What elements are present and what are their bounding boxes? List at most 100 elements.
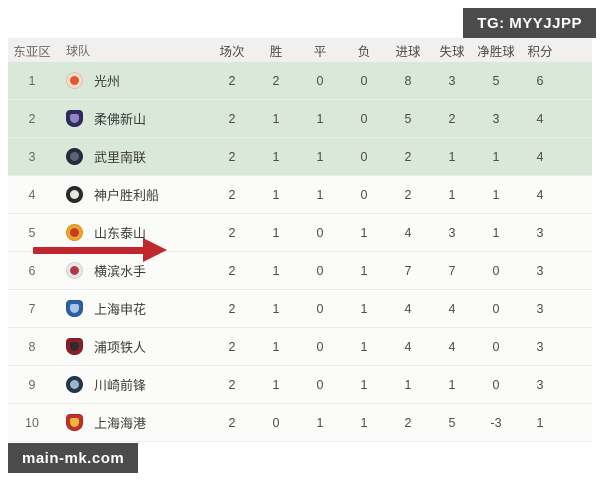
- points-cell: 4: [536, 187, 544, 202]
- header-wins: 胜: [269, 44, 283, 59]
- telegram-watermark-badge: TG: MYYJJPP: [463, 8, 596, 38]
- team-cell[interactable]: 光州: [56, 71, 210, 90]
- team-name: 浦项铁人: [94, 340, 147, 355]
- rank-cell: 6: [28, 263, 36, 278]
- goals-against-cell: 3: [448, 73, 456, 88]
- goal-diff-cell: 0: [492, 339, 500, 354]
- table-row[interactable]: 6 横滨水手 2 1 0 1 7 7 0 3: [8, 252, 592, 290]
- team-cell[interactable]: 横滨水手: [56, 261, 210, 280]
- draws-cell: 0: [316, 377, 324, 392]
- points-cell: 1: [536, 415, 544, 430]
- losses-cell: 0: [360, 149, 368, 164]
- goal-diff-cell: 0: [492, 377, 500, 392]
- wins-cell: 1: [272, 339, 280, 354]
- goal-diff-cell: 1: [492, 225, 500, 240]
- wins-cell: 0: [272, 415, 280, 430]
- team-cell[interactable]: 浦项铁人: [56, 337, 210, 356]
- team-crest-icon: [66, 414, 83, 431]
- table-row[interactable]: 7 上海申花 2 1 0 1 4 4 0 3: [8, 290, 592, 328]
- points-cell: 3: [536, 377, 544, 392]
- wins-cell: 1: [272, 225, 280, 240]
- rank-cell: 4: [28, 187, 36, 202]
- goals-against-cell: 2: [448, 111, 456, 126]
- played-cell: 2: [228, 149, 236, 164]
- table-row[interactable]: 4 神户胜利船 2 1 1 0 2 1 1 4: [8, 176, 592, 214]
- goals-against-cell: 3: [448, 225, 456, 240]
- goals-against-cell: 7: [448, 263, 456, 278]
- rank-cell: 7: [28, 301, 36, 316]
- header-goals-against: 失球: [439, 44, 465, 59]
- header-goal-diff: 净胜球: [477, 44, 515, 59]
- wins-cell: 1: [272, 301, 280, 316]
- goals-against-cell: 4: [448, 301, 456, 316]
- team-cell[interactable]: 柔佛新山: [56, 109, 210, 128]
- team-cell[interactable]: 上海申花: [56, 299, 210, 318]
- team-cell[interactable]: 川崎前锋: [56, 375, 210, 394]
- table-row[interactable]: 3 武里南联 2 1 1 0 2 1 1 4: [8, 138, 592, 176]
- draws-cell: 1: [316, 149, 324, 164]
- points-cell: 3: [536, 339, 544, 354]
- losses-cell: 1: [360, 339, 368, 354]
- team-name: 川崎前锋: [94, 378, 147, 393]
- goal-diff-cell: 1: [492, 187, 500, 202]
- played-cell: 2: [228, 415, 236, 430]
- team-name: 武里南联: [94, 150, 147, 165]
- goal-diff-cell: 0: [492, 301, 500, 316]
- goal-diff-cell: 3: [492, 111, 500, 126]
- draws-cell: 0: [316, 263, 324, 278]
- team-cell[interactable]: 神户胜利船: [56, 185, 210, 204]
- team-crest-icon: [66, 148, 83, 165]
- losses-cell: 0: [360, 111, 368, 126]
- points-cell: 4: [536, 149, 544, 164]
- rank-cell: 3: [28, 149, 36, 164]
- goals-against-cell: 5: [448, 415, 456, 430]
- team-cell[interactable]: 武里南联: [56, 147, 210, 166]
- team-cell[interactable]: 山东泰山: [56, 223, 210, 242]
- header-played: 场次: [219, 44, 245, 59]
- draws-cell: 0: [316, 225, 324, 240]
- table-row[interactable]: 5 山东泰山 2 1 0 1 4 3 1 3: [8, 214, 592, 252]
- team-crest-icon: [66, 224, 83, 241]
- draws-cell: 1: [316, 187, 324, 202]
- goals-for-cell: 2: [404, 149, 412, 164]
- points-cell: 3: [536, 225, 544, 240]
- wins-cell: 1: [272, 111, 280, 126]
- played-cell: 2: [228, 301, 236, 316]
- draws-cell: 0: [316, 339, 324, 354]
- played-cell: 2: [228, 377, 236, 392]
- points-cell: 4: [536, 111, 544, 126]
- table-row[interactable]: 9 川崎前锋 2 1 0 1 1 1 0 3: [8, 366, 592, 404]
- goals-for-cell: 4: [404, 301, 412, 316]
- team-name: 神户胜利船: [94, 188, 160, 203]
- wins-cell: 1: [272, 263, 280, 278]
- draws-cell: 1: [316, 111, 324, 126]
- draws-cell: 0: [316, 73, 324, 88]
- losses-cell: 1: [360, 225, 368, 240]
- goals-for-cell: 4: [404, 339, 412, 354]
- played-cell: 2: [228, 263, 236, 278]
- goals-against-cell: 1: [448, 187, 456, 202]
- table-row[interactable]: 1 光州 2 2 0 0 8 3 5 6: [8, 62, 592, 100]
- team-crest-icon: [66, 262, 83, 279]
- site-watermark-badge: main-mk.com: [8, 443, 139, 473]
- team-name: 山东泰山: [94, 226, 147, 241]
- table-row[interactable]: 8 浦项铁人 2 1 0 1 4 4 0 3: [8, 328, 592, 366]
- rank-cell: 5: [28, 225, 36, 240]
- draws-cell: 0: [316, 301, 324, 316]
- losses-cell: 0: [360, 73, 368, 88]
- team-crest-icon: [66, 72, 83, 89]
- wins-cell: 1: [272, 149, 280, 164]
- goals-for-cell: 8: [404, 73, 412, 88]
- rank-cell: 1: [28, 73, 36, 88]
- rank-cell: 9: [28, 377, 36, 392]
- team-crest-icon: [66, 376, 83, 393]
- table-row[interactable]: 2 柔佛新山 2 1 1 0 5 2 3 4: [8, 100, 592, 138]
- team-cell[interactable]: 上海海港: [56, 413, 210, 432]
- goals-for-cell: 4: [404, 225, 412, 240]
- team-crest-icon: [66, 186, 83, 203]
- rank-cell: 8: [28, 339, 36, 354]
- table-row[interactable]: 10 上海海港 2 0 1 1 2 5 -3 1: [8, 404, 592, 442]
- played-cell: 2: [228, 225, 236, 240]
- team-name: 柔佛新山: [94, 112, 147, 127]
- header-team: 球队: [66, 43, 91, 58]
